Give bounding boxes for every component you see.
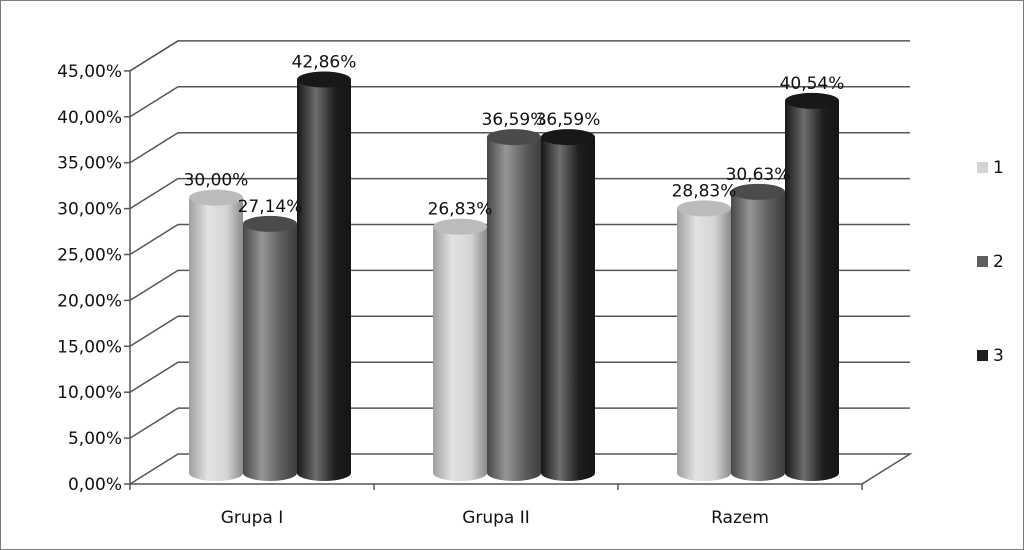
data-label: 40,54% xyxy=(780,74,845,94)
data-label: 36,59% xyxy=(536,110,601,130)
gridline xyxy=(129,223,910,256)
bar-top xyxy=(541,129,595,146)
data-labels: 30,00% 27,14% 42,86% 26,83% 36,59%36,59% 28,8… xyxy=(184,53,845,220)
legend-label: 3 xyxy=(993,346,1004,366)
bar-top xyxy=(189,189,243,206)
bar-top xyxy=(433,218,487,235)
legend-label: 1 xyxy=(993,158,1004,178)
y-tick-label: 0,00% xyxy=(68,475,122,495)
legend-swatch xyxy=(977,350,988,361)
y-axis: 0,00% 5,00% 10,00% 15,00% 20,00% 25,00% 30,00%… xyxy=(57,62,130,495)
bar xyxy=(541,129,595,481)
y-tick-label: 30,00% xyxy=(57,200,122,220)
data-label: 30,63% xyxy=(726,165,791,185)
bar-top xyxy=(243,215,297,232)
bar-body xyxy=(541,137,595,481)
bar-body xyxy=(677,208,731,481)
gridline xyxy=(129,315,910,347)
legend-swatch xyxy=(977,162,988,173)
gridline xyxy=(129,40,910,72)
data-label: 42,86% xyxy=(292,53,357,73)
data-label: 28,83% xyxy=(672,181,737,201)
bar xyxy=(189,189,243,481)
x-tick-label: Grupa I xyxy=(221,508,284,528)
bar xyxy=(297,71,351,481)
x-axis: Grupa I Grupa II Razem xyxy=(129,484,863,528)
y-tick-label: 5,00% xyxy=(68,429,122,449)
gridline xyxy=(129,177,910,210)
y-tick-label: 15,00% xyxy=(57,337,122,357)
gridline xyxy=(129,86,910,118)
bar xyxy=(731,183,785,482)
y-tick-label: 20,00% xyxy=(57,291,122,311)
bar-body xyxy=(731,191,785,482)
gridlines xyxy=(129,40,910,439)
y-tick-label: 35,00% xyxy=(57,154,122,174)
bar-top xyxy=(677,200,731,217)
legend-label: 2 xyxy=(993,252,1004,272)
gridline xyxy=(129,269,910,302)
bar-body xyxy=(433,226,487,481)
bar xyxy=(243,215,297,481)
bar xyxy=(433,218,487,481)
x-tick-label: Razem xyxy=(711,508,769,528)
side-wall xyxy=(129,40,179,484)
gridline xyxy=(129,361,910,393)
data-label: 36,59% xyxy=(482,110,547,130)
bar-top xyxy=(731,183,785,200)
bar-body xyxy=(189,197,243,481)
data-label: 27,14% xyxy=(238,197,303,217)
gridline xyxy=(129,407,910,439)
bar-top xyxy=(487,129,541,146)
bar xyxy=(785,92,839,481)
legend-item: 3 xyxy=(977,346,1004,366)
bar xyxy=(677,200,731,481)
bar-top xyxy=(297,71,351,88)
data-label: 26,83% xyxy=(428,200,493,220)
gridline xyxy=(129,131,910,164)
bar-body xyxy=(297,79,351,481)
legend-item: 1 xyxy=(977,158,1004,178)
y-tick-label: 45,00% xyxy=(57,62,122,82)
legend-swatch xyxy=(977,256,988,267)
x-tick-label: Grupa II xyxy=(462,508,530,528)
bar-top xyxy=(785,92,839,109)
bar-body xyxy=(243,223,297,481)
bar xyxy=(487,129,541,481)
y-tick-label: 10,00% xyxy=(57,383,122,403)
bar-body xyxy=(487,137,541,481)
y-tick-label: 40,00% xyxy=(57,108,122,128)
y-tick-label: 25,00% xyxy=(57,246,122,266)
bar-body xyxy=(785,100,839,481)
legend: 1 2 3 xyxy=(977,158,1004,366)
bars xyxy=(189,71,839,482)
data-label: 30,00% xyxy=(184,171,249,191)
legend-item: 2 xyxy=(977,252,1004,272)
